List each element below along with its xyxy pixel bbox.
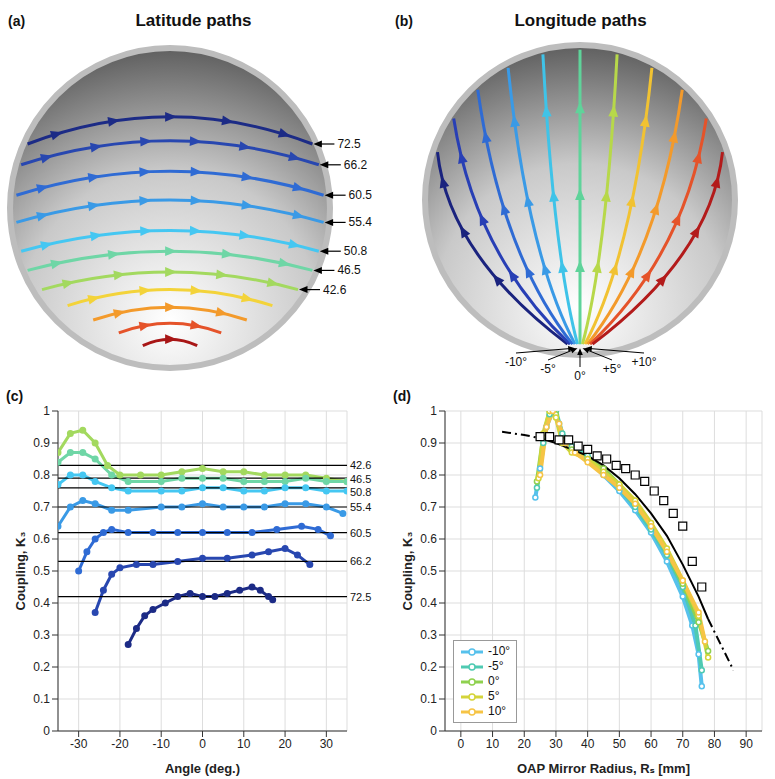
svg-text:(b): (b) bbox=[395, 13, 413, 29]
svg-text:50.8: 50.8 bbox=[350, 486, 371, 498]
svg-text:0: 0 bbox=[458, 737, 465, 751]
html-text:5°: 5° bbox=[488, 689, 500, 703]
svg-text:50: 50 bbox=[613, 737, 627, 751]
svg-text:Longitude paths: Longitude paths bbox=[514, 11, 646, 30]
svg-text:0.9: 0.9 bbox=[420, 436, 437, 450]
svg-text:0.8: 0.8 bbox=[420, 468, 437, 482]
svg-text:0.3: 0.3 bbox=[420, 628, 437, 642]
svg-text:0.6: 0.6 bbox=[420, 532, 437, 546]
svg-text:0.2: 0.2 bbox=[420, 660, 437, 674]
svg-text:(a): (a) bbox=[8, 13, 25, 29]
svg-text:0.7: 0.7 bbox=[420, 500, 437, 514]
html-text:0°: 0° bbox=[488, 674, 500, 688]
svg-text:60.5: 60.5 bbox=[350, 527, 371, 539]
svg-text:60.5: 60.5 bbox=[349, 188, 373, 202]
svg-text:0.1: 0.1 bbox=[33, 692, 50, 706]
svg-text:0: 0 bbox=[430, 724, 437, 738]
html-text:(c): (c) bbox=[6, 388, 24, 404]
html-text:10°: 10° bbox=[488, 704, 507, 718]
svg-text:80: 80 bbox=[708, 737, 722, 751]
svg-text:0°: 0° bbox=[574, 369, 586, 383]
svg-text:1: 1 bbox=[43, 404, 50, 418]
svg-text:0.9: 0.9 bbox=[33, 436, 50, 450]
svg-text:Angle (deg.): Angle (deg.) bbox=[165, 761, 240, 776]
svg-text:72.5: 72.5 bbox=[337, 137, 361, 151]
svg-text:50.8: 50.8 bbox=[344, 244, 368, 258]
svg-text:46.5: 46.5 bbox=[350, 473, 371, 485]
html-text:-5°: -5° bbox=[488, 659, 504, 673]
svg-text:42.6: 42.6 bbox=[323, 283, 347, 297]
svg-text:20: 20 bbox=[518, 737, 532, 751]
svg-text:0.7: 0.7 bbox=[33, 500, 50, 514]
svg-text:55.4: 55.4 bbox=[349, 215, 373, 229]
svg-text:1: 1 bbox=[430, 404, 437, 418]
svg-text:0.5: 0.5 bbox=[33, 564, 50, 578]
svg-text:40: 40 bbox=[581, 737, 595, 751]
svg-text:-10: -10 bbox=[153, 737, 171, 751]
svg-text:-20: -20 bbox=[111, 737, 129, 751]
svg-text:-10°: -10° bbox=[505, 355, 527, 369]
svg-text:66.2: 66.2 bbox=[344, 158, 368, 172]
svg-text:0.2: 0.2 bbox=[33, 660, 50, 674]
svg-text:0.3: 0.3 bbox=[33, 628, 50, 642]
svg-text:-5°: -5° bbox=[540, 362, 556, 376]
svg-text:0.1: 0.1 bbox=[420, 692, 437, 706]
svg-text:20: 20 bbox=[278, 737, 292, 751]
svg-text:42.6: 42.6 bbox=[350, 459, 371, 471]
svg-text:0.4: 0.4 bbox=[420, 596, 437, 610]
svg-text:10: 10 bbox=[486, 737, 500, 751]
svg-text:60: 60 bbox=[644, 737, 658, 751]
svg-text:+10°: +10° bbox=[631, 355, 656, 369]
svg-text:OAP Mirror Radius, Rₛ [mm]: OAP Mirror Radius, Rₛ [mm] bbox=[517, 761, 690, 776]
svg-text:10: 10 bbox=[237, 737, 251, 751]
svg-text:72.5: 72.5 bbox=[350, 591, 371, 603]
svg-text:Coupling, K₃: Coupling, K₃ bbox=[13, 532, 28, 611]
svg-text:0.5: 0.5 bbox=[420, 564, 437, 578]
svg-text:30: 30 bbox=[320, 737, 334, 751]
svg-text:0.6: 0.6 bbox=[33, 532, 50, 546]
html-text:(d): (d) bbox=[393, 388, 411, 404]
svg-text:90: 90 bbox=[739, 737, 753, 751]
svg-text:0.4: 0.4 bbox=[33, 596, 50, 610]
svg-text:66.2: 66.2 bbox=[350, 555, 371, 567]
svg-text:46.5: 46.5 bbox=[337, 263, 361, 277]
svg-text:0: 0 bbox=[43, 724, 50, 738]
svg-text:Coupling, K₃: Coupling, K₃ bbox=[400, 532, 415, 611]
svg-text:-30: -30 bbox=[70, 737, 88, 751]
svg-text:30: 30 bbox=[549, 737, 563, 751]
svg-text:70: 70 bbox=[676, 737, 690, 751]
svg-text:0: 0 bbox=[199, 737, 206, 751]
svg-text:+5°: +5° bbox=[603, 362, 622, 376]
svg-text:Latitude paths: Latitude paths bbox=[135, 11, 251, 30]
html-text:-10°: -10° bbox=[488, 644, 511, 658]
svg-text:0.8: 0.8 bbox=[33, 468, 50, 482]
svg-text:55.4: 55.4 bbox=[350, 501, 371, 513]
